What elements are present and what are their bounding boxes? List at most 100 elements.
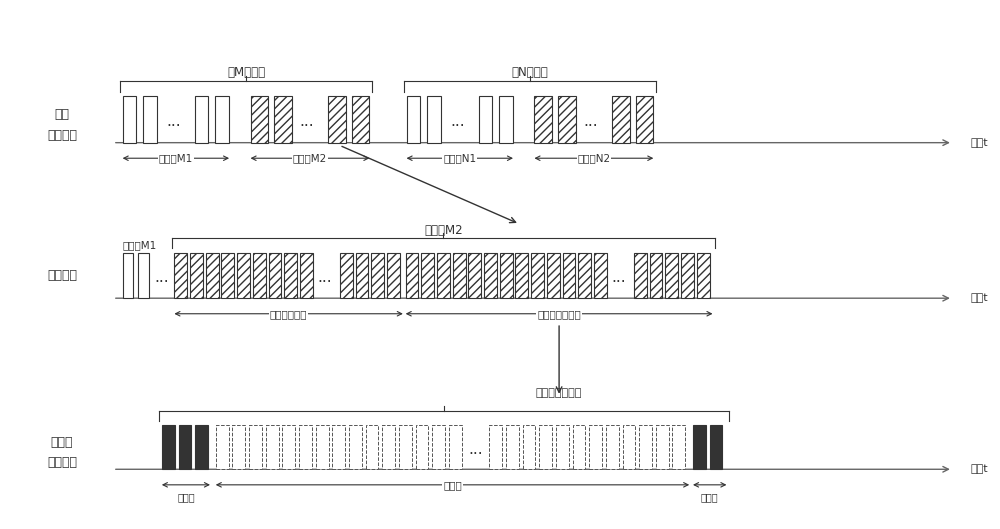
Bar <box>681 252 694 298</box>
Bar <box>665 252 678 298</box>
Bar <box>216 425 229 469</box>
Bar <box>710 425 722 469</box>
Bar <box>406 252 418 298</box>
Bar <box>232 425 245 469</box>
Text: ...: ... <box>611 270 626 285</box>
Bar <box>622 425 635 469</box>
Bar <box>237 252 250 298</box>
Bar <box>558 96 576 143</box>
Bar <box>340 252 353 298</box>
Text: ...: ... <box>583 114 598 129</box>
Bar <box>432 425 445 469</box>
Bar <box>453 252 466 298</box>
Bar <box>639 425 652 469</box>
Bar <box>636 96 653 143</box>
Text: 脉冲组M1: 脉冲组M1 <box>159 153 193 163</box>
Bar <box>500 252 513 298</box>
Text: ...: ... <box>317 270 332 285</box>
Bar <box>697 252 710 298</box>
Bar <box>174 252 187 298</box>
Text: ...: ... <box>468 442 483 457</box>
Text: ...: ... <box>299 114 314 129</box>
Bar <box>556 425 569 469</box>
Text: 第N次发射: 第N次发射 <box>512 66 548 79</box>
Text: 脉冲组M2: 脉冲组M2 <box>293 153 327 163</box>
Bar <box>269 252 281 298</box>
Text: 起始位: 起始位 <box>177 492 195 503</box>
Bar <box>387 252 400 298</box>
Bar <box>416 425 428 469</box>
Bar <box>206 252 219 298</box>
Bar <box>179 425 191 469</box>
Text: 时间t: 时间t <box>970 293 988 303</box>
Bar <box>468 252 481 298</box>
Bar <box>531 252 544 298</box>
Bar <box>515 252 528 298</box>
Bar <box>606 425 619 469</box>
Bar <box>589 425 602 469</box>
Bar <box>300 252 313 298</box>
Bar <box>449 425 462 469</box>
Bar <box>563 252 575 298</box>
Bar <box>594 252 607 298</box>
Bar <box>489 425 502 469</box>
Bar <box>249 425 262 469</box>
Bar <box>672 425 685 469</box>
Bar <box>573 425 585 469</box>
Text: 发射波形: 发射波形 <box>47 129 77 142</box>
Text: 同步机制: 同步机制 <box>47 269 77 282</box>
Bar <box>421 252 434 298</box>
Bar <box>366 425 378 469</box>
Bar <box>221 252 234 298</box>
Bar <box>266 425 279 469</box>
Bar <box>190 252 203 298</box>
Text: 脉冲组N1: 脉冲组N1 <box>443 153 476 163</box>
Text: 数据响应脉冲段: 数据响应脉冲段 <box>536 388 582 398</box>
Bar <box>437 252 450 298</box>
Bar <box>195 425 208 469</box>
Text: ...: ... <box>166 114 181 129</box>
Bar <box>578 252 591 298</box>
Bar <box>612 96 630 143</box>
Bar <box>382 425 395 469</box>
Text: ...: ... <box>450 114 465 129</box>
Bar <box>332 425 345 469</box>
Bar <box>484 252 497 298</box>
Text: ...: ... <box>154 270 169 285</box>
Bar <box>479 96 492 143</box>
Text: 脉冲组M1: 脉冲组M1 <box>123 240 157 250</box>
Text: 发射波形: 发射波形 <box>47 456 77 469</box>
Bar <box>547 252 560 298</box>
Bar <box>299 425 312 469</box>
Bar <box>316 425 329 469</box>
Bar <box>506 425 519 469</box>
Text: 时间t: 时间t <box>970 138 988 148</box>
Text: 脉冲组N2: 脉冲组N2 <box>577 153 610 163</box>
Text: 数据位: 数据位 <box>443 480 462 490</box>
Bar <box>195 96 208 143</box>
Bar <box>407 96 420 143</box>
Text: 接收机: 接收机 <box>51 436 73 449</box>
Bar <box>123 252 133 298</box>
Text: 帧同步脉冲段: 帧同步脉冲段 <box>270 309 307 319</box>
Bar <box>282 425 295 469</box>
Text: 雷达: 雷达 <box>54 108 69 121</box>
Bar <box>328 96 346 143</box>
Bar <box>274 96 292 143</box>
Bar <box>123 96 136 143</box>
Bar <box>162 425 175 469</box>
Bar <box>534 96 552 143</box>
Bar <box>356 252 368 298</box>
Bar <box>634 252 647 298</box>
Text: 数据响应脉冲段: 数据响应脉冲段 <box>537 309 581 319</box>
Bar <box>499 96 513 143</box>
Text: 校验位: 校验位 <box>701 492 719 503</box>
Bar <box>523 425 535 469</box>
Bar <box>215 96 229 143</box>
Bar <box>352 96 369 143</box>
Bar <box>693 425 706 469</box>
Bar <box>284 252 297 298</box>
Text: 第M次发射: 第M次发射 <box>227 66 265 79</box>
Bar <box>253 252 266 298</box>
Bar <box>650 252 662 298</box>
